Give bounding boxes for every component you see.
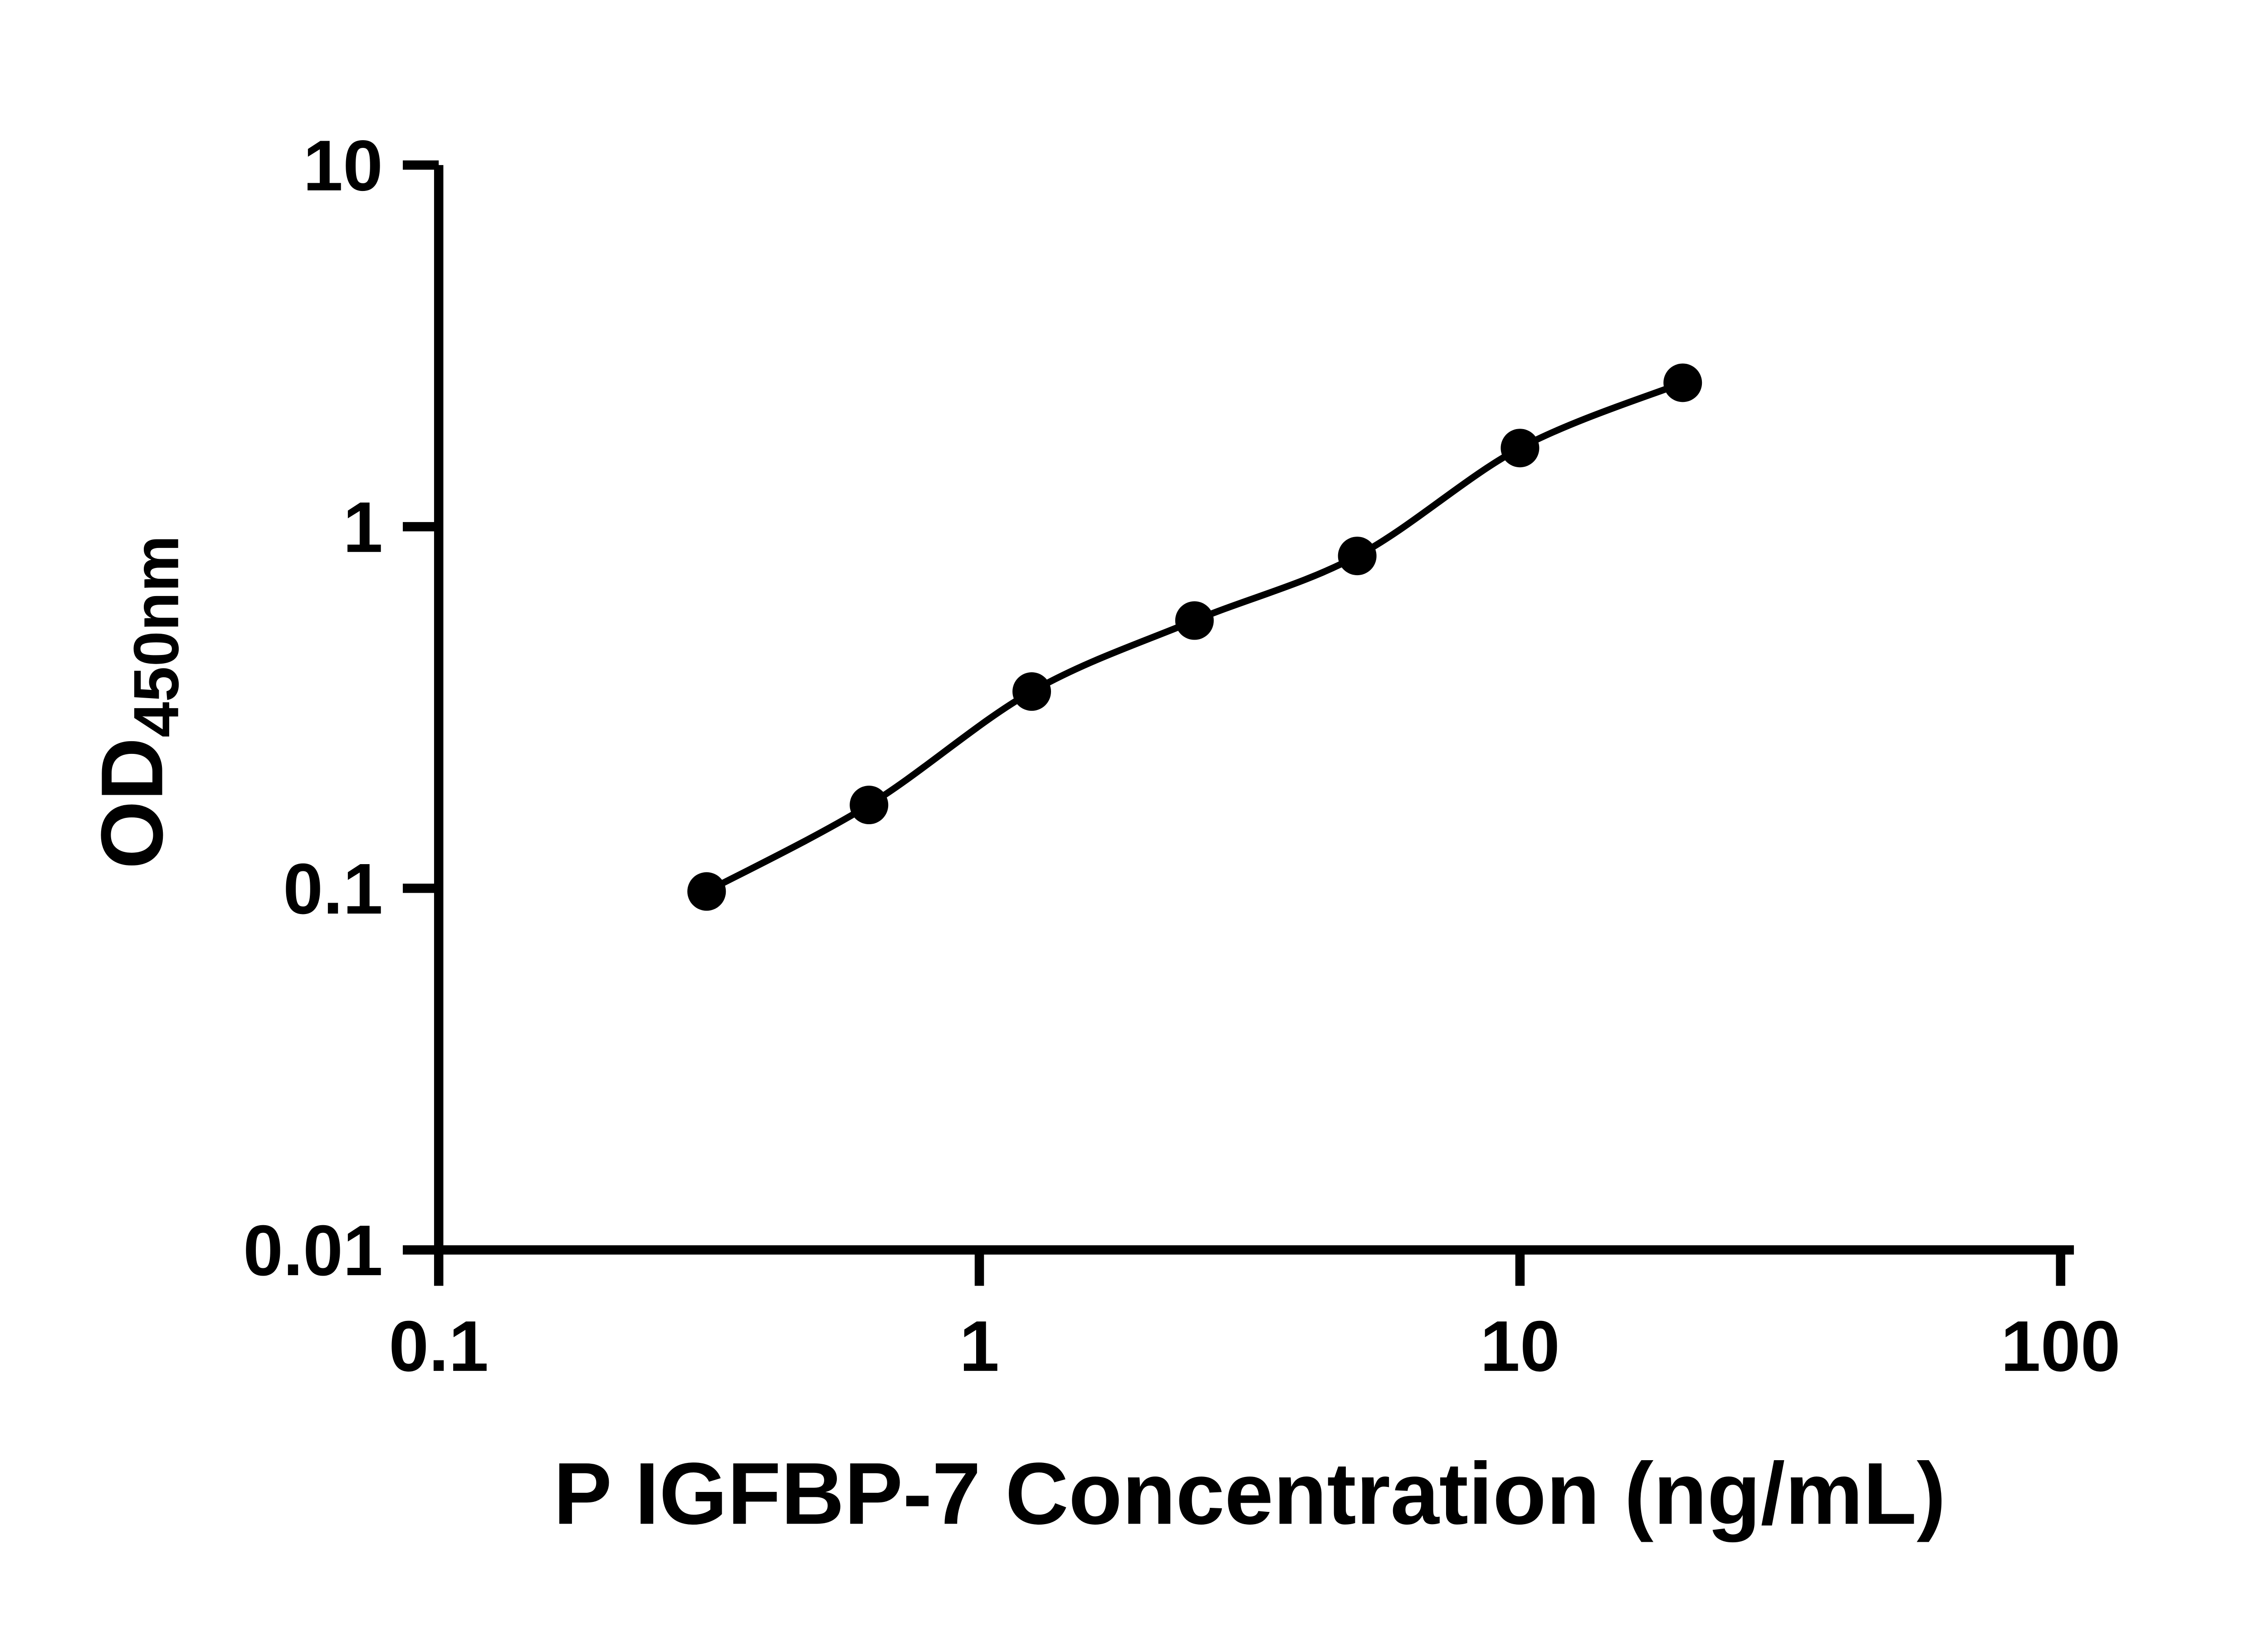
y-tick-label: 0.1 [283, 849, 383, 929]
y-tick-label: 1 [343, 487, 383, 567]
y-tick-label: 0.01 [243, 1210, 383, 1291]
data-point-marker [687, 872, 726, 911]
x-tick-label: 100 [2001, 1306, 2121, 1386]
tick-marks [403, 160, 2066, 1286]
data-point-marker [1501, 429, 1540, 468]
data-points [687, 363, 1702, 911]
axes [434, 165, 2074, 1255]
data-point-marker [1663, 363, 1702, 402]
axis-lines [434, 165, 2074, 1255]
y-tick-label: 10 [303, 126, 383, 206]
x-axis-title: P IGFBP-7 Concentration (ng/mL) [553, 1444, 1946, 1542]
data-point-marker [850, 786, 889, 825]
y-axis-title-main: OD [83, 738, 181, 869]
data-point-marker [1175, 601, 1214, 640]
x-tick-label: 1 [959, 1306, 999, 1386]
x-tick-label: 0.1 [389, 1306, 489, 1386]
data-point-marker [1338, 537, 1377, 576]
data-point-marker [1012, 672, 1051, 711]
x-tick-label: 10 [1480, 1306, 1560, 1386]
y-axis-title-subscript: 450nm [121, 535, 192, 738]
y-axis-title: OD450nm [83, 535, 192, 869]
